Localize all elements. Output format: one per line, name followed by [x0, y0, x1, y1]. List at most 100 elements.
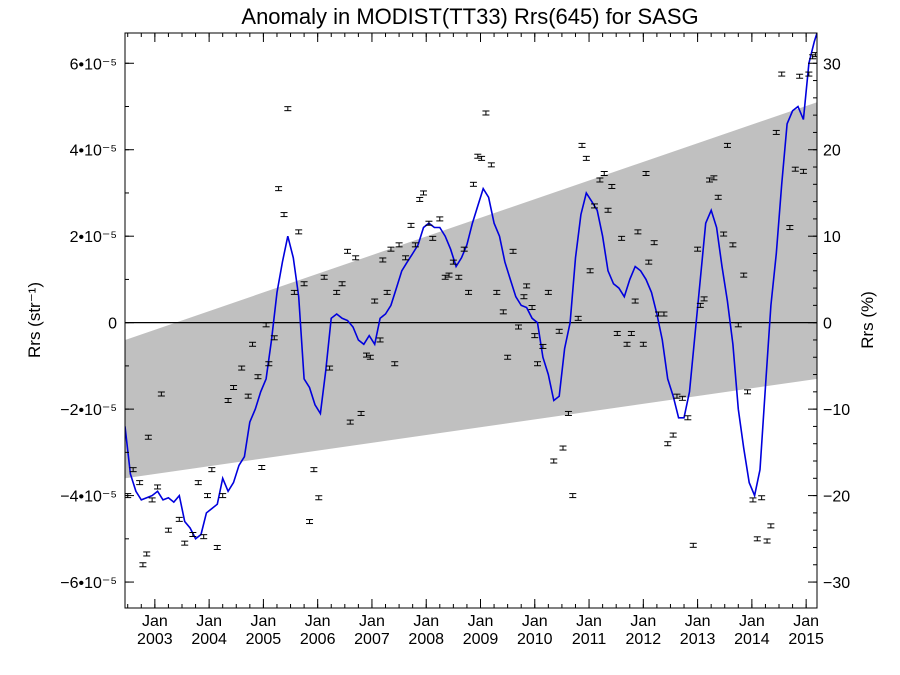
y2-tick-label: 10 [823, 229, 841, 246]
data-point [578, 142, 586, 148]
data-point [402, 255, 410, 261]
data-point [564, 410, 572, 416]
data-point [238, 365, 246, 371]
data-point [366, 354, 374, 360]
y-tick-label: 2•10⁻⁵ [70, 229, 117, 246]
x-tick-month: Jan [413, 613, 439, 630]
data-point [600, 171, 608, 177]
data-point [306, 519, 314, 525]
y2-tick-label: 0 [823, 316, 832, 333]
data-point [429, 235, 437, 241]
data-point [660, 311, 668, 317]
data-point [200, 534, 208, 540]
x-tick-year: 2005 [246, 631, 282, 648]
x-tick-year: 2003 [137, 631, 173, 648]
data-point [799, 168, 807, 174]
data-point [778, 71, 786, 77]
data-point [144, 434, 152, 440]
x-tick-year: 2015 [788, 631, 824, 648]
data-point [344, 248, 352, 254]
data-point [645, 259, 653, 265]
data-point [618, 235, 626, 241]
data-point [514, 324, 522, 330]
data-point [696, 302, 704, 308]
data-point [639, 341, 647, 347]
y2-tick-label: 20 [823, 143, 841, 160]
data-point [710, 175, 718, 181]
x-tick-year: 2006 [300, 631, 336, 648]
data-point [772, 129, 780, 135]
x-tick-year: 2004 [191, 631, 227, 648]
data-point [642, 171, 650, 177]
data-point [487, 162, 495, 168]
data-point [460, 246, 468, 252]
data-point [387, 246, 395, 252]
data-point [148, 497, 156, 503]
data-point [596, 177, 604, 183]
data-point [310, 467, 318, 473]
y2-tick-label: −10 [823, 402, 850, 419]
data-point [590, 203, 598, 209]
data-point [664, 441, 672, 447]
chart-title: Anomaly in MODIST(TT33) Rrs(645) for SAS… [241, 4, 698, 29]
data-point [213, 544, 221, 550]
data-point [786, 225, 794, 231]
data-point [504, 354, 512, 360]
data-point [379, 257, 387, 263]
data-point [744, 389, 752, 395]
data-point [604, 207, 612, 213]
data-point [520, 294, 528, 300]
data-point [194, 480, 202, 486]
data-point [338, 281, 346, 287]
y-tick-label: −2•10⁻⁵ [60, 402, 117, 419]
data-point [586, 268, 594, 274]
data-point [499, 309, 507, 315]
y2-tick-label: −30 [823, 575, 850, 592]
data-point [689, 542, 697, 548]
data-point [203, 493, 211, 499]
x-tick-month: Jan [793, 613, 819, 630]
plot-area [125, 33, 817, 568]
y-tick-label: 0 [108, 316, 117, 333]
data-point [154, 484, 162, 490]
data-point [383, 289, 391, 295]
data-point [280, 212, 288, 218]
data-point [493, 289, 501, 295]
data-point [650, 240, 658, 246]
data-point [555, 328, 563, 334]
data-point [767, 523, 775, 529]
data-point [669, 432, 677, 438]
data-point [627, 330, 635, 336]
x-tick-month: Jan [251, 613, 277, 630]
data-point [678, 395, 686, 401]
data-point [805, 71, 813, 77]
data-point [714, 194, 722, 200]
data-point [455, 274, 463, 280]
data-point [613, 330, 621, 336]
y-tick-label: 4•10⁻⁵ [70, 143, 117, 160]
data-point [482, 110, 490, 116]
data-point [208, 467, 216, 473]
data-point [376, 337, 384, 343]
data-point [420, 190, 428, 196]
data-point [582, 155, 590, 161]
x-tick-year: 2011 [572, 631, 607, 648]
data-point [139, 562, 147, 568]
data-point [391, 361, 399, 367]
data-point [509, 248, 517, 254]
data-point [295, 229, 303, 235]
data-point [478, 155, 486, 161]
y2-tick-label: 30 [823, 56, 841, 73]
data-point [706, 177, 714, 183]
data-point [700, 296, 708, 302]
x-tick-month: Jan [305, 613, 331, 630]
data-point [441, 274, 449, 280]
data-point [346, 419, 354, 425]
y-tick-label: −4•10⁻⁵ [60, 489, 117, 506]
x-tick-month: Jan [142, 613, 168, 630]
data-point [219, 493, 227, 499]
data-point [465, 289, 473, 295]
data-point [395, 242, 403, 248]
x-tick-month: Jan [685, 613, 711, 630]
data-point [284, 106, 292, 112]
